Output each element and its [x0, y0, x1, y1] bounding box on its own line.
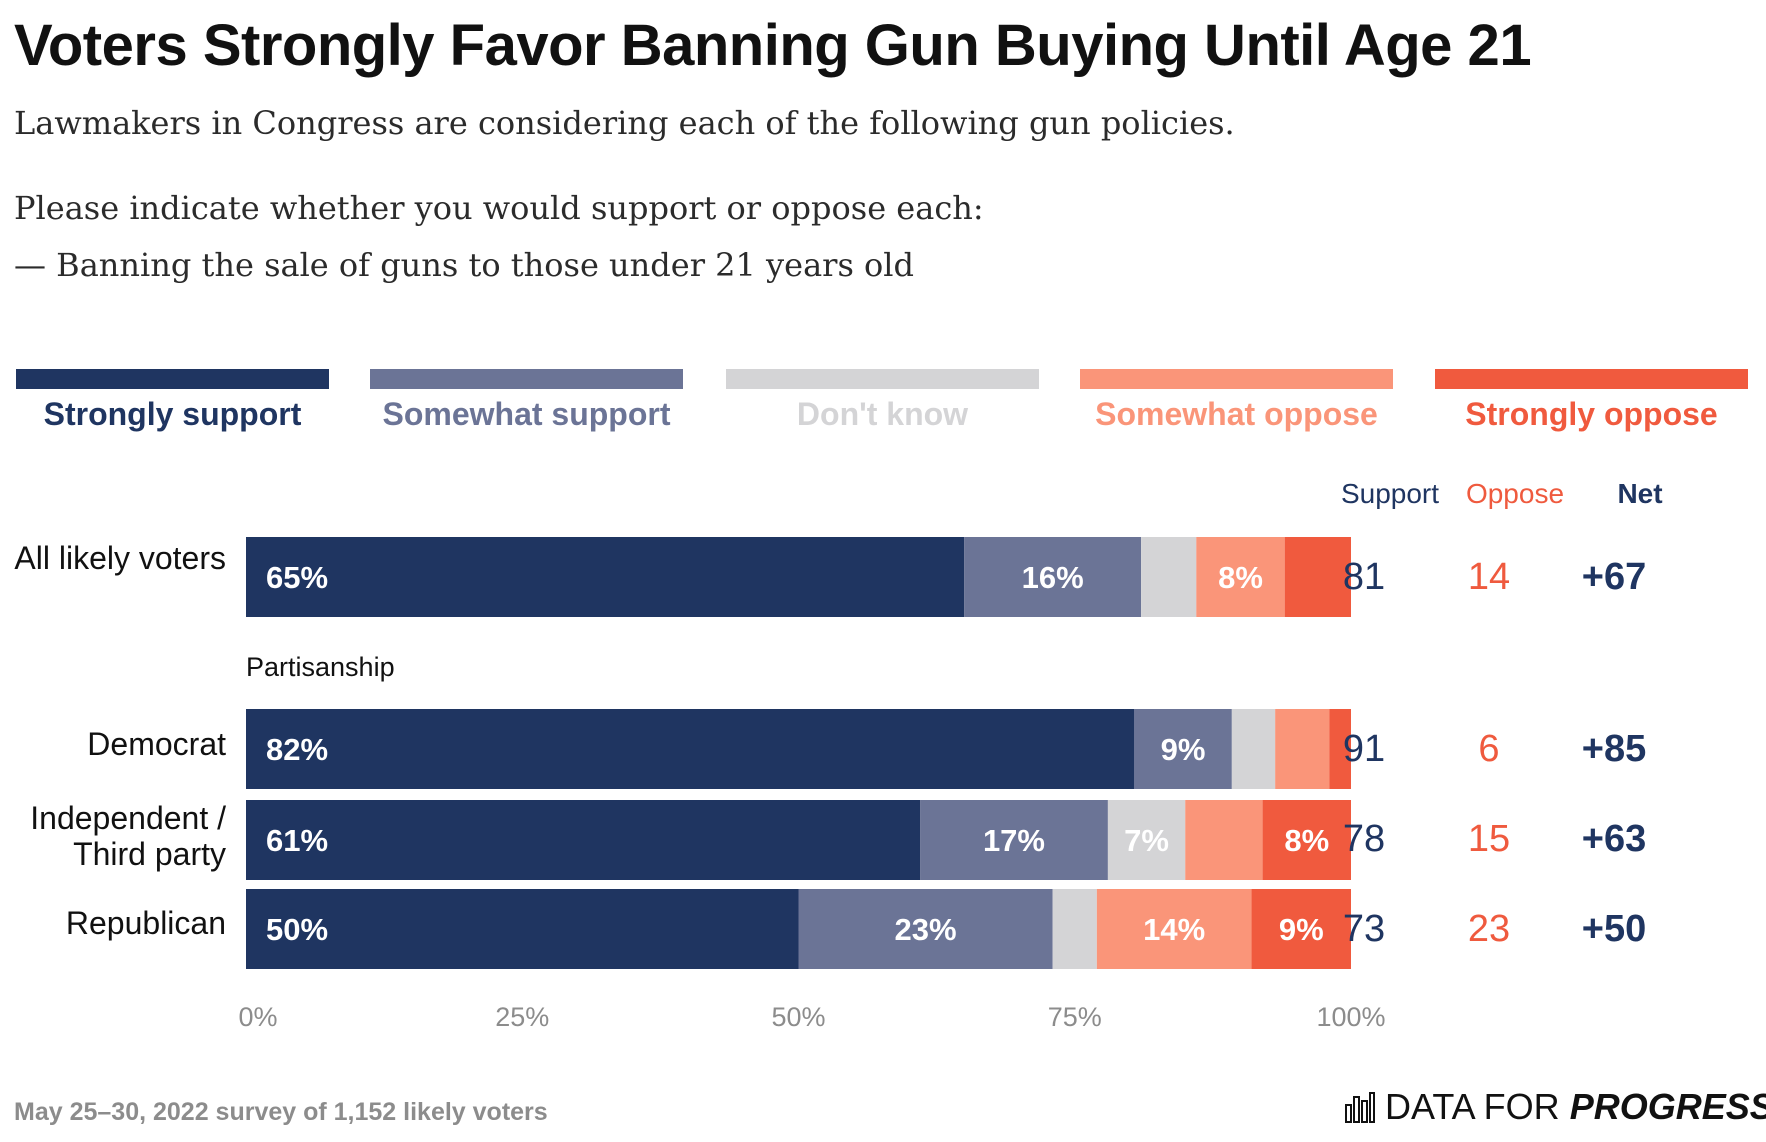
support-value: 81 — [1342, 556, 1386, 598]
bar-segment-strongly-support — [246, 889, 799, 969]
x-tick-label: 25% — [495, 1002, 550, 1032]
bar-data-label: 17% — [983, 823, 1045, 858]
support-value: 91 — [1342, 728, 1386, 770]
bar-segment-somewhat-support — [964, 537, 1142, 617]
bar-segment-somewhat-support — [920, 800, 1108, 880]
bar-segment-somewhat-support — [798, 889, 1053, 969]
oppose-value: 23 — [1467, 908, 1511, 950]
support-value: 78 — [1342, 818, 1386, 860]
footer-source: May 25–30, 2022 survey of 1,152 likely v… — [14, 1098, 548, 1126]
oppose-value: 14 — [1467, 556, 1511, 598]
bar-segment-somewhat-oppose — [1096, 889, 1252, 969]
bar-segment-strongly-support — [246, 800, 921, 880]
x-tick-label: 50% — [771, 1002, 826, 1032]
bar-segment-somewhat-oppose — [1185, 800, 1263, 880]
legend-swatch-dont-know — [726, 369, 1039, 389]
brand-text-progress: PROGRESS — [1569, 1086, 1766, 1127]
net-value: +67 — [1581, 556, 1647, 598]
legend-label-somewhat-oppose: Somewhat oppose — [1095, 396, 1378, 432]
bar-data-label: 23% — [895, 912, 957, 947]
x-tick-label: 0% — [238, 1002, 278, 1032]
net-value: +63 — [1581, 818, 1647, 860]
row-label-independent: Independent / Third party — [6, 800, 226, 872]
row-label-text: All likely voters — [14, 540, 226, 576]
subtitle-line-1: Lawmakers in Congress are considering ea… — [14, 104, 1235, 142]
row-label-text: Independent / Third party — [30, 800, 226, 872]
bar-data-label: 9% — [1279, 912, 1324, 947]
bar-data-label: 16% — [1022, 560, 1084, 595]
bar-chart-logo-icon — [1345, 1090, 1375, 1132]
legend-label-somewhat-support: Somewhat support — [382, 396, 671, 432]
bar-segment-strongly-oppose — [1284, 537, 1351, 617]
net-value: +50 — [1581, 908, 1647, 950]
support-column-header: Support — [1340, 478, 1440, 509]
legend-swatch-somewhat-oppose — [1080, 369, 1393, 389]
bar-segment-dont-know — [1107, 800, 1186, 880]
bar-data-label: 9% — [1161, 732, 1206, 767]
row-label-democrat: Democrat — [6, 726, 226, 762]
subtitle-line-3: — Banning the sale of guns to those unde… — [14, 246, 915, 284]
bar-segment-strongly-oppose — [1262, 800, 1351, 880]
bar-data-label: 50% — [266, 912, 328, 947]
bar-segment-dont-know — [1141, 537, 1197, 617]
row-label-all-likely-voters: All likely voters — [6, 540, 226, 576]
subtitle-line-2: Please indicate whether you would suppor… — [14, 189, 984, 227]
bar-segment-strongly-support — [246, 537, 965, 617]
legend-swatch-strongly-support — [16, 369, 329, 389]
net-value: +85 — [1581, 728, 1647, 770]
bar-segment-dont-know — [1231, 709, 1276, 789]
row-label-text: Democrat — [87, 726, 226, 762]
bar-data-label: 61% — [266, 823, 328, 858]
legend-label-strongly-oppose: Strongly oppose — [1465, 396, 1718, 432]
bar-data-label: 82% — [266, 732, 328, 767]
chart-title: Voters Strongly Favor Banning Gun Buying… — [14, 13, 1532, 78]
bar-data-label: 14% — [1143, 912, 1205, 947]
legend-label-strongly-support: Strongly support — [43, 396, 302, 432]
bar-data-label: 8% — [1284, 823, 1329, 858]
oppose-value: 15 — [1467, 818, 1511, 860]
x-tick-label: 100% — [1316, 1002, 1386, 1032]
legend-swatch-somewhat-support — [370, 369, 683, 389]
x-tick-label: 75% — [1047, 1002, 1102, 1032]
bar-data-label: 7% — [1124, 823, 1169, 858]
bar-segment-dont-know — [1052, 889, 1097, 969]
bar-segment-strongly-oppose — [1329, 709, 1351, 789]
legend-label-dont-know: Don't know — [796, 396, 969, 432]
row-label-text: Republican — [65, 905, 226, 941]
legend-swatch-strongly-oppose — [1435, 369, 1748, 389]
bar-segment-strongly-oppose — [1251, 889, 1351, 969]
brand-logo: DATA FOR PROGRESS — [1345, 1086, 1766, 1132]
bar-data-label: 65% — [266, 560, 328, 595]
bar-segment-strongly-support — [246, 709, 1135, 789]
bar-data-label: 8% — [1218, 560, 1263, 595]
section-label-partisanship: Partisanship — [246, 652, 395, 682]
support-value: 73 — [1342, 908, 1386, 950]
oppose-value: 6 — [1478, 728, 1500, 770]
bar-segment-somewhat-oppose — [1196, 537, 1285, 617]
net-column-header: Net — [1617, 478, 1663, 509]
oppose-column-header: Oppose — [1465, 478, 1565, 509]
bar-segment-somewhat-oppose — [1275, 709, 1330, 789]
row-label-republican: Republican — [6, 905, 226, 941]
brand-text-data-for: DATA FOR — [1385, 1086, 1570, 1127]
bar-segment-somewhat-support — [1134, 709, 1232, 789]
